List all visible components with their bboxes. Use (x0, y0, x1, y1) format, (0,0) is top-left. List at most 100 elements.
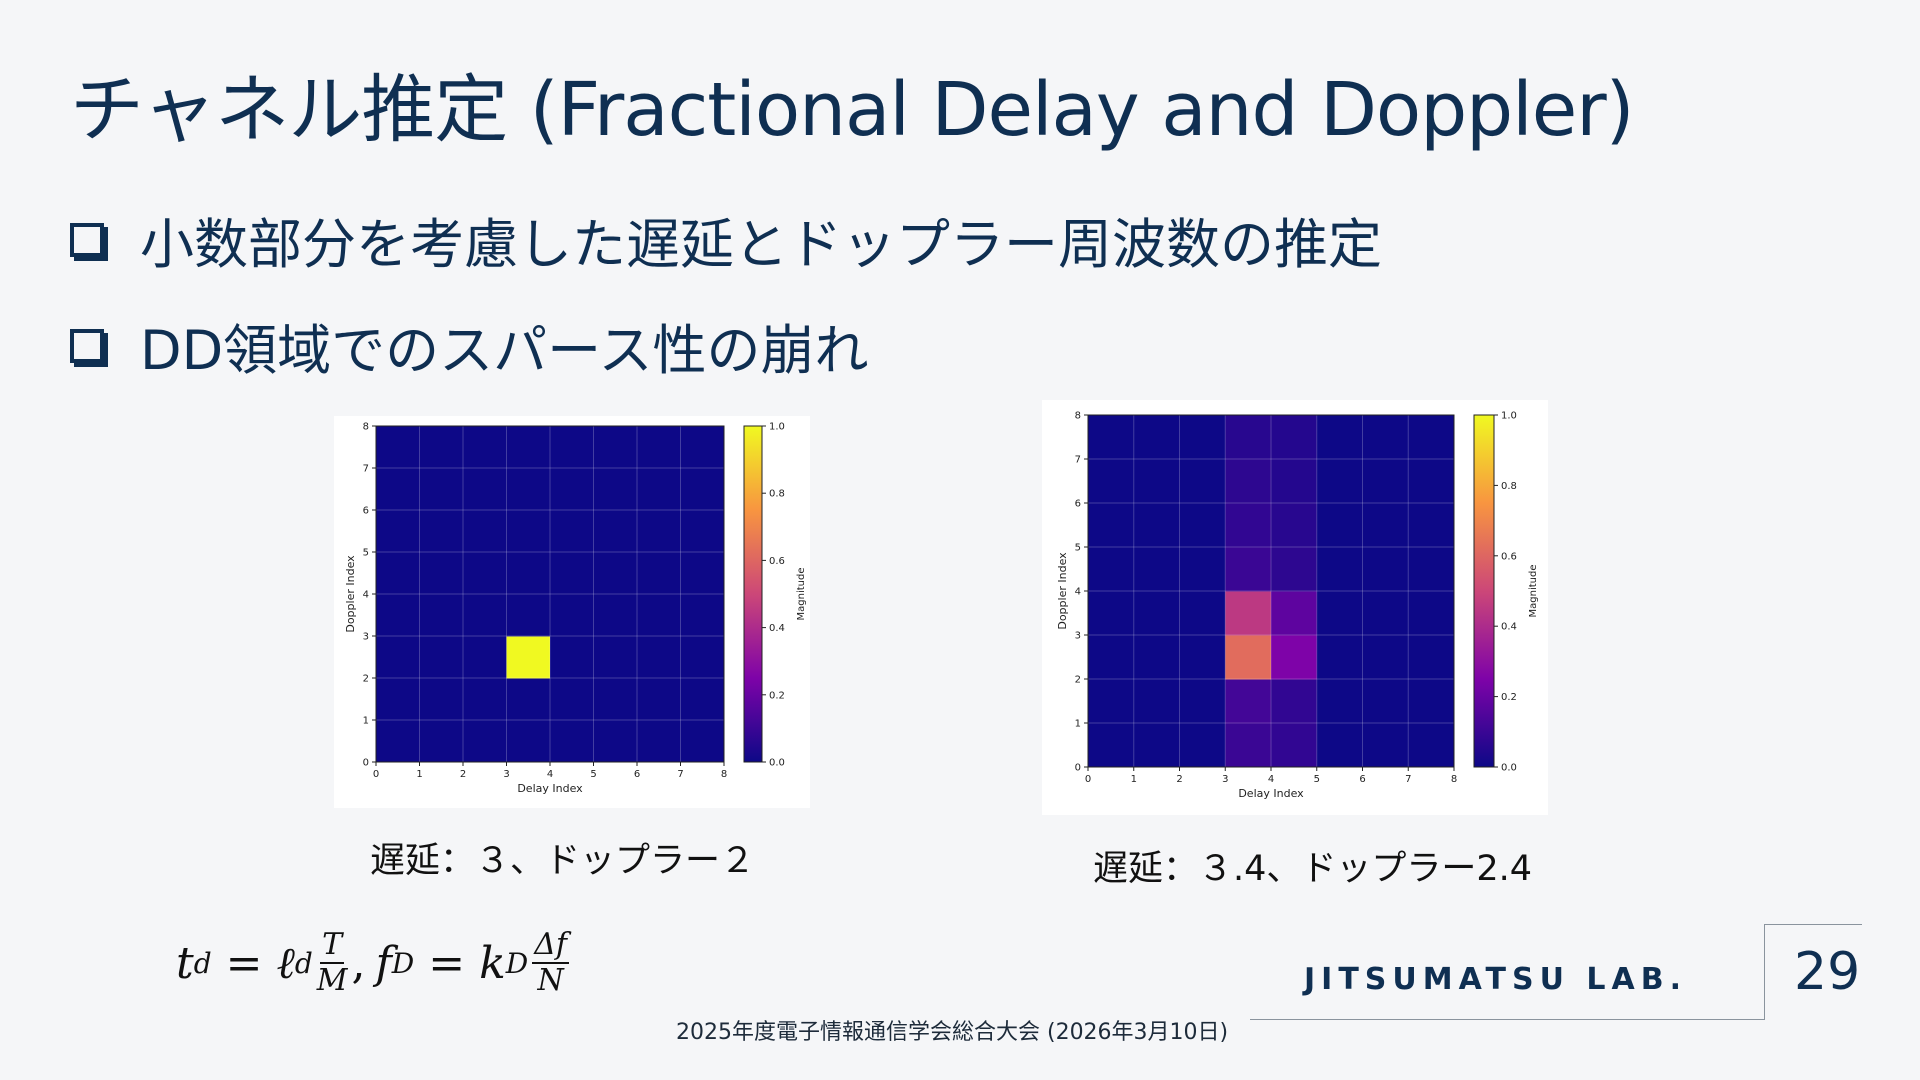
heatmap-cell (1271, 635, 1318, 680)
heatmap-cell (680, 510, 725, 553)
heatmap-cell (1362, 503, 1409, 548)
heatmap-cell (1179, 635, 1226, 680)
x-tick-label: 0 (1085, 774, 1091, 785)
checkbox-bullet-icon (70, 328, 104, 363)
y-tick-label: 1 (1075, 719, 1081, 730)
heatmap-cell (550, 678, 594, 721)
heatmap-cell (419, 426, 464, 469)
colorbar-tick-label: 0.0 (1501, 763, 1517, 774)
heatmap-cell (376, 426, 420, 469)
colorbar-tick-label: 1.0 (1501, 411, 1517, 422)
heatmap-cell (1362, 723, 1409, 768)
heatmap-cell (463, 594, 507, 637)
y-axis-label: Doppler Index (1056, 552, 1069, 630)
heatmap-cell (1271, 679, 1318, 724)
heatmap-cell (1088, 723, 1135, 768)
conference-footer: 2025年度電子情報通信学会総合大会 (2026年3月10日) (676, 1020, 1229, 1045)
x-tick-label: 3 (1222, 774, 1228, 785)
slide-title: チャネル推定 (Fractional Delay and Doppler) (70, 67, 1635, 153)
fraction: Δf N (532, 927, 570, 998)
heatmap-cell (506, 426, 551, 469)
colorbar-tick-label: 1.0 (769, 422, 785, 433)
bullet-item: 小数部分を考慮した遅延とドップラー周波数の推定 (70, 200, 1382, 279)
heatmap-cell (1088, 591, 1135, 636)
colorbar-tick-label: 0.2 (769, 690, 785, 701)
heatmap-cell (1408, 635, 1455, 680)
heatmap-cell (1225, 547, 1272, 592)
heatmap-cell (419, 720, 464, 763)
heatmap-cell (1316, 503, 1363, 548)
heatmap-cell (376, 594, 420, 637)
heatmap-cell (1362, 591, 1409, 636)
heatmap-cell (1088, 415, 1135, 460)
x-tick-label: 0 (373, 769, 379, 780)
x-tick-label: 2 (1176, 774, 1182, 785)
heatmap-cell (637, 552, 681, 595)
heatmap-cell (1179, 679, 1226, 724)
heatmap-cell (1088, 635, 1135, 680)
y-tick-label: 4 (363, 590, 369, 601)
heatmap-cell (1225, 723, 1272, 768)
heatmap-cell (376, 720, 420, 763)
heatmap-cell (419, 636, 464, 679)
heatmap-cell (1316, 679, 1363, 724)
heatmap-cell (506, 636, 551, 679)
heatmap-cell (1179, 547, 1226, 592)
heatmap-cell (637, 510, 681, 553)
heatmap-cell (550, 426, 594, 469)
heatmap-fractional-figure: 0 1 2 3 4 5 6 7 8 0 1 2 3 4 5 6 7 8 Delay Index Doppler Ind… (1042, 400, 1548, 815)
y-tick-label: 8 (1075, 411, 1081, 422)
heatmap-cell (1088, 459, 1135, 504)
y-tick-label: 0 (1075, 763, 1081, 774)
page-number: 29 (1794, 942, 1861, 1002)
heatmap-cell (1316, 591, 1363, 636)
heatmap-cell (376, 468, 420, 511)
bullet-item: DD領域でのスパース性の崩れ (70, 306, 868, 385)
heatmap-cell (1362, 547, 1409, 592)
heatmap-cell (637, 468, 681, 511)
heatmap-cell (637, 594, 681, 637)
heatmap-cell (1362, 635, 1409, 680)
x-tick-label: 6 (634, 769, 640, 780)
y-tick-label: 3 (1075, 631, 1081, 642)
heatmap-cell (419, 510, 464, 553)
y-tick-label: 2 (363, 674, 369, 685)
heatmap-cell (419, 594, 464, 637)
heatmap-cell (1133, 503, 1180, 548)
colorbar-tick-label: 0.0 (769, 758, 785, 769)
x-tick-label: 8 (721, 769, 727, 780)
heatmap-cell (419, 552, 464, 595)
heatmap-cell (1408, 415, 1455, 460)
heatmap-cell (1133, 679, 1180, 724)
heatmap-cell (550, 552, 594, 595)
x-tick-label: 4 (547, 769, 553, 780)
heatmap-cell (550, 510, 594, 553)
heatmap-cell (1362, 459, 1409, 504)
divider (1764, 924, 1862, 925)
heatmap-cell (637, 636, 681, 679)
heatmap-cell (1088, 503, 1135, 548)
colorbar-tick-label: 0.6 (1501, 551, 1517, 562)
y-tick-label: 7 (1075, 455, 1081, 466)
y-tick-label: 8 (363, 422, 369, 433)
heatmap-fractional-chart: 0 1 2 3 4 5 6 7 8 0 1 2 3 4 5 6 7 8 Delay Index Doppler Ind… (1056, 411, 1539, 801)
heatmap-cell (637, 426, 681, 469)
colorbar-label: Magnitude (796, 568, 807, 621)
heatmap-cell (1225, 591, 1272, 636)
heatmap-cell (1088, 547, 1135, 592)
x-tick-label: 2 (460, 769, 466, 780)
heatmap-cell (550, 720, 594, 763)
heatmap-integer-figure: 0 1 2 3 4 5 6 7 8 0 1 2 3 4 5 6 7 8 Delay Index Doppler Ind… (334, 416, 810, 808)
heatmap-cell (463, 426, 507, 469)
heatmap-cell (506, 510, 551, 553)
colorbar-label: Magnitude (1528, 565, 1539, 618)
x-tick-label: 4 (1268, 774, 1274, 785)
heatmap-cell (593, 594, 638, 637)
heatmap-cell (1316, 723, 1363, 768)
heatmap-cell (463, 678, 507, 721)
heatmap-cell (1408, 591, 1455, 636)
heatmap-cell (1271, 415, 1318, 460)
heatmap-cell (1225, 635, 1272, 680)
